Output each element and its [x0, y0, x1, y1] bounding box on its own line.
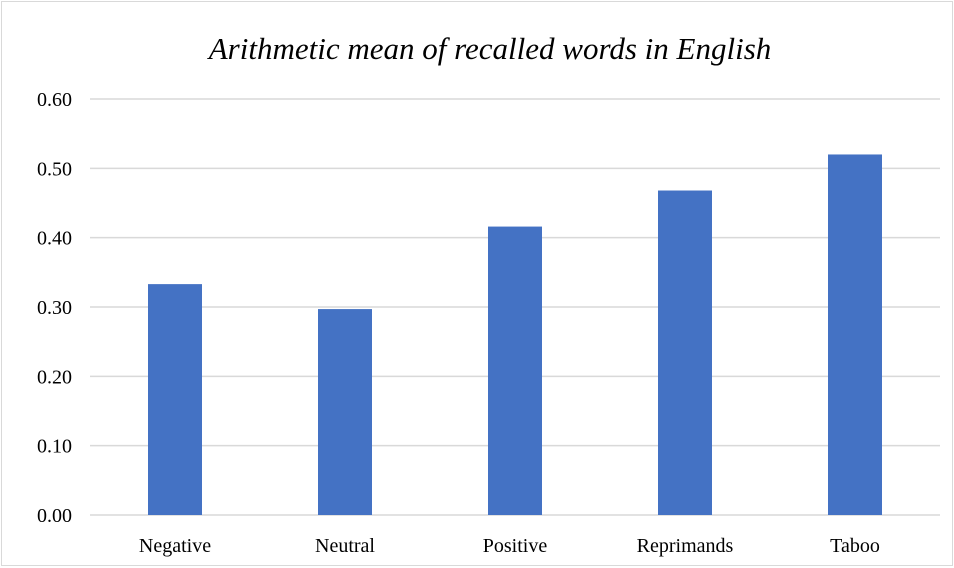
- x-axis-tick-labels: Negative Neutral Positive Reprimands Taboo: [139, 535, 880, 557]
- y-tick-label: 0.40: [37, 228, 72, 250]
- x-tick-label: Positive: [483, 535, 548, 557]
- y-tick-label: 0.10: [37, 436, 72, 458]
- y-tick-label: 0.50: [37, 158, 72, 180]
- y-tick-label: 0.30: [37, 297, 72, 319]
- y-tick-label: 0.60: [37, 89, 72, 111]
- bar-neutral: [318, 309, 372, 515]
- x-tick-label: Negative: [139, 535, 211, 557]
- x-tick-label: Reprimands: [637, 535, 734, 557]
- y-tick-label: 0.00: [37, 505, 72, 527]
- x-tick-label: Neutral: [315, 535, 375, 557]
- y-axis-tick-labels: 0.00 0.10 0.20 0.30 0.40 0.50 0.60: [37, 89, 72, 527]
- x-tick-label: Taboo: [830, 535, 880, 557]
- chart-title: Arithmetic mean of recalled words in Eng…: [207, 31, 772, 66]
- bar-negative: [148, 284, 202, 515]
- bars: [148, 154, 882, 515]
- bar-reprimands: [658, 190, 712, 515]
- bar-taboo: [828, 154, 882, 515]
- bar-positive: [488, 226, 542, 515]
- y-tick-label: 0.20: [37, 366, 72, 388]
